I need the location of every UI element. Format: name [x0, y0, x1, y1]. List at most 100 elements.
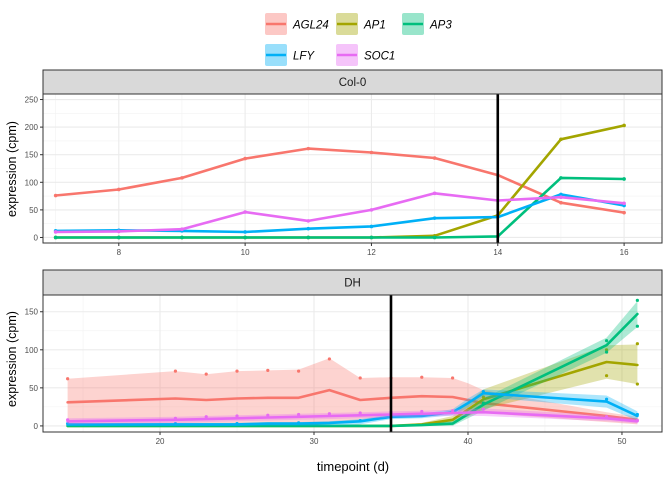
- obs-point-lfy: [235, 422, 239, 426]
- x-tick-label: 20: [156, 437, 165, 446]
- point-ap1: [559, 137, 563, 142]
- x-tick-label: 50: [618, 437, 627, 446]
- legend-item-agl24: AGL24: [265, 13, 329, 35]
- ribbon-ap1: [67, 344, 638, 426]
- obs-point-soc1: [635, 418, 639, 423]
- line-soc1: [54, 192, 626, 234]
- point-soc1: [180, 227, 184, 232]
- point-ap3: [559, 176, 563, 180]
- obs-point-soc1: [604, 415, 609, 419]
- obs-point-soc1: [235, 414, 239, 418]
- obs-point-soc1: [450, 409, 455, 413]
- obs-point-agl24: [204, 372, 208, 376]
- legend-label: AGL24: [292, 20, 329, 32]
- point-soc1: [369, 208, 374, 212]
- obs-point-lfy: [481, 390, 485, 394]
- series-layer: [53, 123, 626, 240]
- obs-point-ap3: [635, 324, 639, 328]
- point-ap3: [180, 235, 184, 240]
- series-lfy: [66, 389, 639, 426]
- y-axis-label-top: expression (cpm): [5, 121, 19, 217]
- point-lfy: [306, 226, 311, 231]
- x-tick-label: 16: [620, 248, 629, 257]
- obs-point-ap1: [635, 342, 639, 346]
- point-agl24: [432, 156, 437, 160]
- obs-point-agl24: [327, 357, 332, 361]
- panel-border: [42, 294, 663, 433]
- point-agl24: [559, 200, 563, 205]
- point-ap3: [243, 235, 247, 240]
- obs-point-soc1: [266, 413, 270, 417]
- point-soc1: [432, 191, 437, 196]
- legend-label: LFY: [293, 51, 315, 63]
- point-lfy: [559, 192, 563, 197]
- point-soc1: [306, 219, 311, 223]
- y-tick-label: 200: [25, 123, 39, 132]
- line-ap3: [54, 176, 626, 239]
- legend-label: AP1: [363, 20, 386, 32]
- series-soc1: [53, 191, 626, 234]
- obs-point-agl24: [235, 369, 239, 373]
- point-lfy: [432, 216, 437, 220]
- point-ap3: [116, 235, 121, 240]
- obs-point-soc1: [481, 407, 485, 411]
- x-tick-label: 14: [493, 248, 502, 257]
- obs-point-ap3: [481, 401, 485, 405]
- x-tick-label: 30: [310, 437, 319, 446]
- obs-point-soc1: [173, 416, 178, 420]
- panel-title: DH: [344, 278, 361, 290]
- obs-point-soc1: [358, 411, 362, 415]
- point-agl24: [116, 187, 121, 192]
- y-tick-label: 100: [25, 346, 39, 355]
- obs-point-soc1: [204, 415, 208, 419]
- obs-point-agl24: [450, 376, 455, 380]
- obs-point-ap3: [604, 350, 609, 354]
- obs-point-soc1: [66, 418, 70, 422]
- obs-point-agl24: [297, 369, 301, 373]
- obs-point-ap3: [635, 298, 639, 302]
- series-agl24: [53, 146, 626, 215]
- panel-title: Col-0: [339, 77, 366, 89]
- legend: AGL24 AP1 AP3 LFY SOC1: [265, 13, 452, 66]
- legend-item-soc1: SOC1: [336, 44, 395, 66]
- point-lfy: [243, 230, 247, 234]
- obs-point-ap1: [604, 348, 609, 352]
- point-agl24: [622, 210, 626, 215]
- x-axis-label: timepoint (d): [317, 459, 389, 474]
- x-tick-label: 12: [367, 248, 376, 257]
- point-agl24: [306, 146, 311, 151]
- point-agl24: [369, 150, 374, 155]
- line-soc1: [66, 410, 639, 423]
- obs-point-lfy: [173, 422, 178, 426]
- point-agl24: [180, 176, 184, 180]
- series-ap3: [53, 176, 626, 240]
- y-tick-label: 50: [29, 206, 38, 215]
- point-soc1: [116, 229, 121, 234]
- panel-strip: [42, 269, 663, 296]
- axes: 8 10 12 14 16 0 50 100 150 200 250: [25, 96, 629, 257]
- panel-border: [42, 93, 663, 244]
- legend-item-ap1: AP1: [336, 13, 386, 35]
- obs-point-lfy: [358, 418, 362, 423]
- obs-point-soc1: [420, 409, 424, 414]
- obs-point-agl24: [66, 377, 70, 381]
- x-tick-label: 40: [464, 437, 473, 446]
- point-ap1: [622, 123, 626, 128]
- obs-point-ap3: [604, 339, 609, 343]
- point-ap3: [53, 235, 58, 240]
- point-soc1: [243, 210, 247, 214]
- obs-point-lfy: [635, 412, 639, 417]
- y-axis-label-bottom: expression (cpm): [5, 311, 19, 407]
- point-ap3: [622, 177, 626, 181]
- legend-label: AP3: [429, 20, 452, 32]
- y-tick-label: 150: [25, 308, 39, 317]
- obs-point-ap1: [635, 382, 639, 386]
- panel-col0: Col-0 8 10 12 14 16 0 50 100 150 200 250: [25, 69, 663, 257]
- axes: 20 30 40 50 0 50 100 150: [25, 308, 627, 446]
- legend-item-lfy: LFY: [265, 44, 315, 66]
- y-tick-label: 150: [25, 151, 39, 160]
- ribbon-agl24: [67, 358, 638, 426]
- obs-point-agl24: [420, 375, 424, 379]
- obs-point-lfy: [604, 397, 609, 401]
